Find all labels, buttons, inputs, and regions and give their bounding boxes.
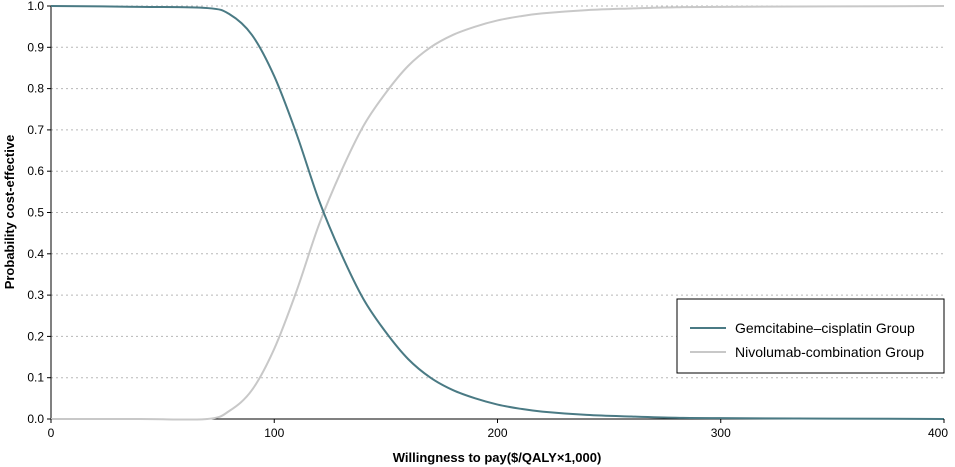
legend-label: Gemcitabine–cisplatin Group [735, 320, 915, 336]
x-tick-label: 100 [264, 426, 284, 440]
y-tick-label: 0.4 [27, 247, 44, 261]
x-tick-label: 300 [711, 426, 731, 440]
tick-labels: 0.0 0.1 0.2 0.3 0.4 0.5 0.6 0.7 0.8 0.9 1.0 0 100 200… [27, 0, 948, 440]
series-lines [50, 5, 945, 421]
legend: Gemcitabine–cisplatin Group Nivolumab-com… [676, 298, 945, 374]
y-axis-title: Probability cost-effective [2, 135, 17, 290]
x-tick-label: 200 [487, 426, 507, 440]
grid [51, 5, 944, 379]
y-tick-label: 0.7 [27, 123, 44, 137]
y-tick-label: 1.0 [27, 0, 44, 13]
y-tick-label: 0.3 [27, 288, 44, 302]
series-line-nivolumab-combination [51, 5, 945, 421]
x-tick-label: 400 [928, 426, 948, 440]
y-tick-label: 0.2 [27, 329, 44, 343]
y-tick-label: 0.5 [27, 206, 44, 220]
legend-label: Nivolumab-combination Group [735, 344, 924, 360]
series-line-gemcitabine-cisplatin [50, 5, 945, 420]
x-axis-title: Willingness to pay($/QALY×1,000) [393, 450, 602, 465]
y-tick-label: 0.1 [27, 371, 44, 385]
y-tick-label: 0.9 [27, 40, 44, 54]
x-tick-label: 0 [48, 426, 55, 440]
legend-box [676, 298, 945, 374]
y-tick-label: 0.8 [27, 82, 44, 96]
y-tick-label: 0.0 [27, 412, 44, 426]
y-tick-label: 0.6 [27, 164, 44, 178]
